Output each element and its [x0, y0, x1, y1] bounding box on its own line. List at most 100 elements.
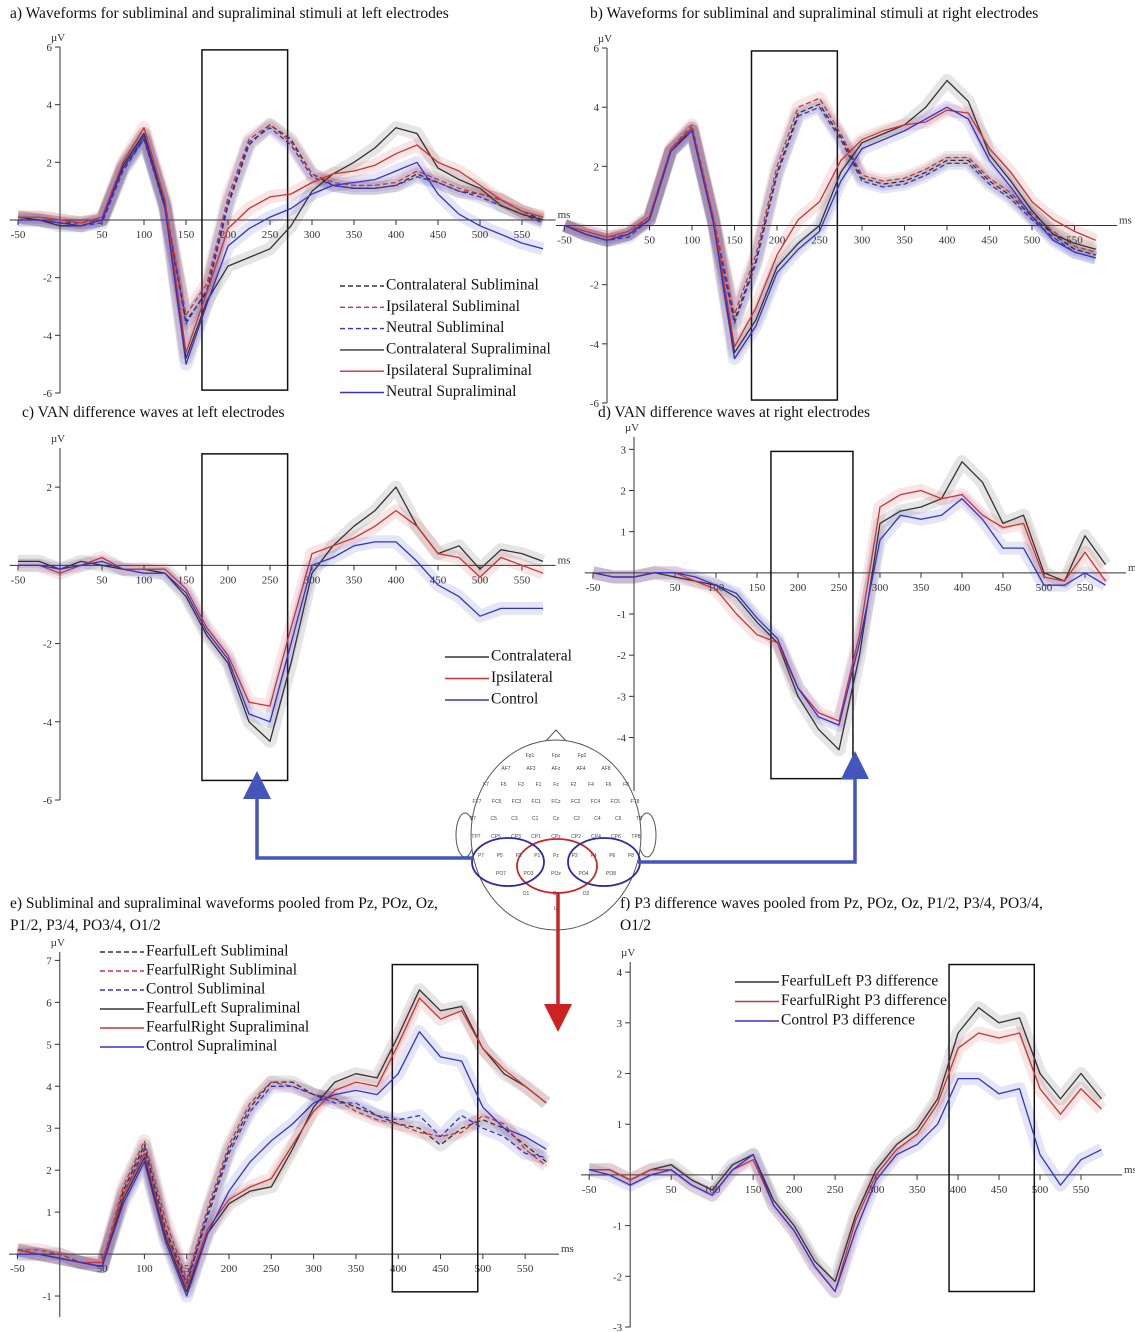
x-tick-label: 50: [97, 574, 109, 586]
y-tick-label: -4: [590, 339, 600, 351]
chart-title: P1/2, P3/4, PO3/4, O1/2: [10, 917, 161, 934]
legend-label: FearfulLeft Subliminal: [146, 943, 288, 960]
legend-label: Control Subliminal: [146, 981, 265, 998]
electrode-label: P7: [478, 853, 484, 859]
x-tick-label: 550: [1073, 1184, 1090, 1196]
y-tick-label: -2: [43, 273, 52, 285]
electrode-label: C3: [511, 816, 518, 822]
electrode-label: Fz: [553, 782, 559, 788]
x-tick-label: 450: [981, 235, 998, 247]
series-line: [18, 998, 547, 1288]
electrode-label: C5: [491, 816, 498, 822]
electrode-label: C1: [532, 816, 539, 822]
electrode-label: Pz: [553, 853, 559, 859]
x-tick-label: 250: [262, 574, 279, 586]
legend-label: Control: [491, 691, 538, 708]
y-tick-label: 2: [594, 161, 600, 173]
legend-label: Control Supraliminal: [146, 1038, 277, 1055]
electrode-label: PO7: [496, 871, 506, 877]
y-tick-label: 4: [594, 102, 600, 114]
legend-label: Contralateral: [491, 648, 572, 665]
x-tick-label: 450: [995, 582, 1012, 594]
electrode-label: PO4: [578, 871, 588, 877]
y-tick-label: 6: [46, 997, 52, 1009]
y-axis-label: µV: [51, 937, 65, 949]
x-tick-label: 350: [348, 1263, 365, 1275]
electrode-label: Fp2: [578, 753, 587, 759]
y-tick-label: 5: [46, 1039, 52, 1051]
electrode-label: CP2: [571, 834, 581, 840]
x-tick-label: 400: [950, 1184, 967, 1196]
electrode-label: CPz: [551, 834, 561, 840]
x-tick-label: 300: [854, 235, 871, 247]
y-tick-label: 4: [46, 1081, 52, 1093]
electrode-label: FC3: [512, 799, 522, 805]
chart-title: c) VAN difference waves at left electrod…: [22, 404, 285, 421]
x-tick-label: -50: [586, 582, 601, 594]
x-tick-label: 350: [346, 229, 363, 241]
electrode-label: P1: [534, 853, 540, 859]
legend-label: Contralateral Supraliminal: [386, 340, 551, 357]
x-tick-label: 50: [644, 235, 656, 247]
electrode-label: Fpz: [552, 753, 561, 759]
y-tick-label: 1: [617, 1119, 623, 1131]
x-tick-label: 200: [221, 1263, 238, 1275]
y-tick-label: -6: [43, 388, 53, 400]
x-tick-label: 100: [136, 1263, 153, 1275]
series-line: [18, 487, 543, 741]
x-tick-label: -50: [11, 574, 26, 586]
chart-title: O1/2: [620, 917, 651, 934]
y-tick-label: -3: [613, 1322, 623, 1332]
chart-title: b) Waveforms for subliminal and supralim…: [590, 5, 1038, 22]
y-tick-label: 7: [46, 955, 52, 967]
panel: a) Waveforms for subliminal and supralim…: [10, 5, 571, 400]
y-tick-label: -4: [617, 732, 627, 744]
chart-title: d) VAN difference waves at right electro…: [598, 404, 870, 421]
x-tick-label: -50: [10, 1263, 25, 1275]
x-tick-label: 200: [220, 574, 237, 586]
chart-title: e) Subliminal and supraliminal waveforms…: [10, 895, 438, 912]
y-tick-label: -6: [590, 398, 600, 410]
y-tick-label: 1: [621, 527, 627, 539]
x-tick-label: 100: [684, 235, 701, 247]
x-tick-label: 550: [517, 1263, 534, 1275]
y-tick-label: -4: [43, 330, 53, 342]
y-tick-label: 3: [617, 1018, 623, 1030]
x-axis-label: ms: [1128, 562, 1135, 574]
electrode-label: O2: [583, 891, 590, 897]
x-tick-label: 250: [263, 1263, 280, 1275]
y-axis-label: µV: [598, 33, 612, 45]
electrode-label: O1: [523, 891, 530, 897]
electrode-label: AFz: [552, 766, 561, 772]
x-tick-label: 400: [954, 582, 971, 594]
electrode-label: F6: [606, 782, 612, 788]
y-tick-label: 2: [621, 486, 627, 498]
x-tick-label: 450: [432, 1263, 449, 1275]
electrode-label: FC6: [611, 799, 621, 805]
legend-label: FearfulRight Supraliminal: [146, 1019, 309, 1036]
legend-label: Ipsilateral Subliminal: [386, 298, 520, 315]
electrode-label: FCz: [551, 799, 561, 805]
y-tick-label: -1: [43, 1291, 52, 1303]
y-axis-label: µV: [51, 32, 65, 44]
electrode-label: C4: [594, 816, 601, 822]
legend-label: Neutral Supraliminal: [386, 383, 516, 400]
arrow-right: [638, 765, 855, 862]
x-tick-label: 50: [666, 1184, 678, 1196]
electrode-label: P6: [609, 853, 615, 859]
series-line: [565, 107, 1096, 358]
electrode-label: PO8: [606, 871, 616, 877]
y-tick-label: 4: [617, 967, 623, 979]
electrode-label: T8: [636, 816, 642, 822]
electrode-label: F8: [623, 782, 629, 788]
x-tick-label: 150: [178, 229, 195, 241]
confidence-band: [18, 998, 547, 1288]
electrode-label: P5: [497, 853, 503, 859]
x-tick-label: 150: [749, 582, 766, 594]
x-tick-label: 350: [909, 1184, 926, 1196]
panel: b) Waveforms for subliminal and supralim…: [556, 5, 1132, 410]
electrode-label: CP5: [491, 834, 501, 840]
x-tick-label: 50: [97, 229, 109, 241]
y-tick-label: 2: [47, 482, 53, 494]
electrode-label: F7: [483, 782, 489, 788]
